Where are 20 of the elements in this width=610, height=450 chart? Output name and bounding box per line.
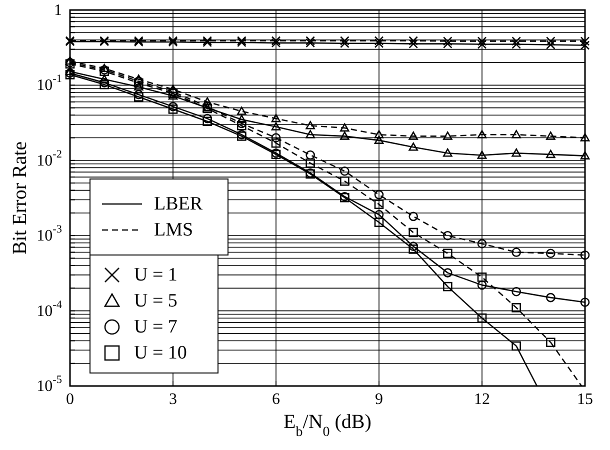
x-tick-label: 15 (577, 391, 593, 408)
legend-label: U = 10 (134, 342, 187, 364)
legend-label: U = 7 (134, 316, 178, 338)
x-tick-label: 0 (66, 391, 74, 408)
y-tick-label: 1 (54, 2, 62, 18)
legend-label: LMS (154, 220, 194, 240)
legend-label: U = 5 (134, 290, 178, 312)
x-tick-label: 3 (169, 391, 177, 408)
x-tick-label: 6 (272, 391, 280, 408)
x-axis-title: E$_{b}$/N$_{0}$ (dB) (284, 411, 372, 440)
x-tick-label: 12 (474, 391, 490, 408)
y-tick-label: 10$^{-1}$ (36, 73, 62, 94)
legend-label: U = 1 (134, 264, 178, 286)
legend-label: LBER (154, 194, 203, 214)
x-tick-label: 9 (375, 391, 383, 408)
y-tick-label: 10$^{-3}$ (36, 224, 62, 244)
y-tick-label: 10$^{-4}$ (36, 298, 62, 320)
y-axis-title: Bit Error Rate (9, 141, 31, 255)
y-tick-label: 10$^{-2}$ (36, 148, 62, 169)
y-tick-label: 10$^{-5}$ (36, 374, 62, 394)
